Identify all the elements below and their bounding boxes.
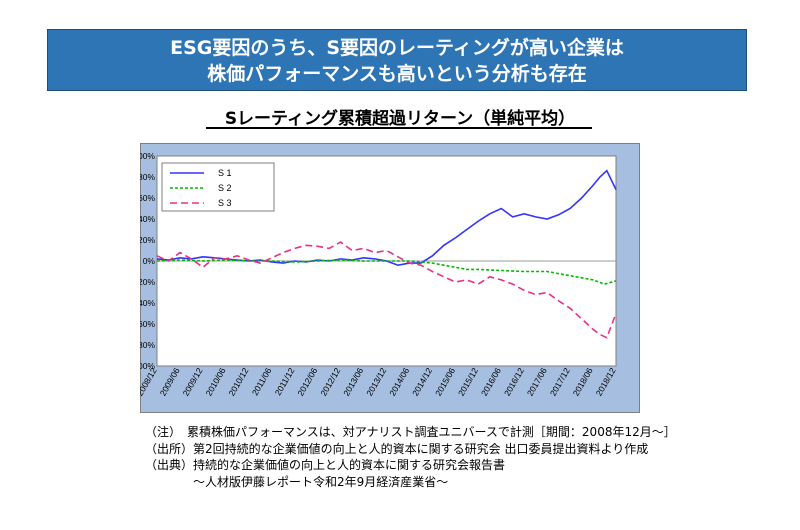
chart-subtitle: Sレーティング累積超過リターン（単純平均） xyxy=(224,109,576,129)
y-tick-label: -40% xyxy=(140,298,155,308)
footnote-note: （注） 累積株価パフォーマンスは、対アナリスト調査ユニバースで計測［期間：200… xyxy=(145,425,676,439)
legend-box xyxy=(161,162,275,212)
y-tick-label: 40% xyxy=(140,214,155,224)
footnote-origin-detail: ～人材版伊藤レポート令和2年9月経済産業省～ xyxy=(145,474,449,489)
legend-label-s3: S 3 xyxy=(218,198,232,208)
y-tick-label: -20% xyxy=(140,277,155,287)
series-line-s3 xyxy=(156,241,617,339)
footnotes: （注） 累積株価パフォーマンスは、対アナリスト調査ユニバースで計測［期間：200… xyxy=(145,424,676,490)
subtitle-underline xyxy=(206,127,592,129)
y-tick-label: -100% xyxy=(140,361,155,371)
footnote-origin: （出典）持続的な企業価値の向上と人的資本に関する研究会報告書 xyxy=(145,458,506,472)
y-tick-label: 0% xyxy=(143,256,156,266)
y-tick-label: -60% xyxy=(140,319,155,329)
y-tick-label: 100% xyxy=(140,151,155,161)
y-tick-label: 20% xyxy=(140,235,155,245)
y-tick-label: -80% xyxy=(140,340,155,350)
legend-label-s2: S 2 xyxy=(218,183,232,193)
headline-banner: ESG要因のうち、S要因のレーティングが高い企業は 株価パフォーマンスも高いとい… xyxy=(47,29,747,91)
headline-line-2: 株価パフォーマンスも高いという分析も存在 xyxy=(207,63,587,85)
y-tick-label: 80% xyxy=(140,172,155,182)
headline-line-1: ESG要因のうち、S要因のレーティングが高い企業は xyxy=(170,37,624,59)
footnote-source: （出所）第2回持続的な企業価値の向上と人的資本に関する研究会 出口委員提出資料よ… xyxy=(145,441,649,456)
cumulative-excess-return-chart: 100%80%60%40%20%0%-20%-40%-60%-80%-100%2… xyxy=(140,143,640,413)
series-line-s2 xyxy=(156,259,617,285)
series-line-s1 xyxy=(156,169,617,267)
y-tick-label: 60% xyxy=(140,193,155,203)
legend-label-s1: S 1 xyxy=(218,168,232,178)
